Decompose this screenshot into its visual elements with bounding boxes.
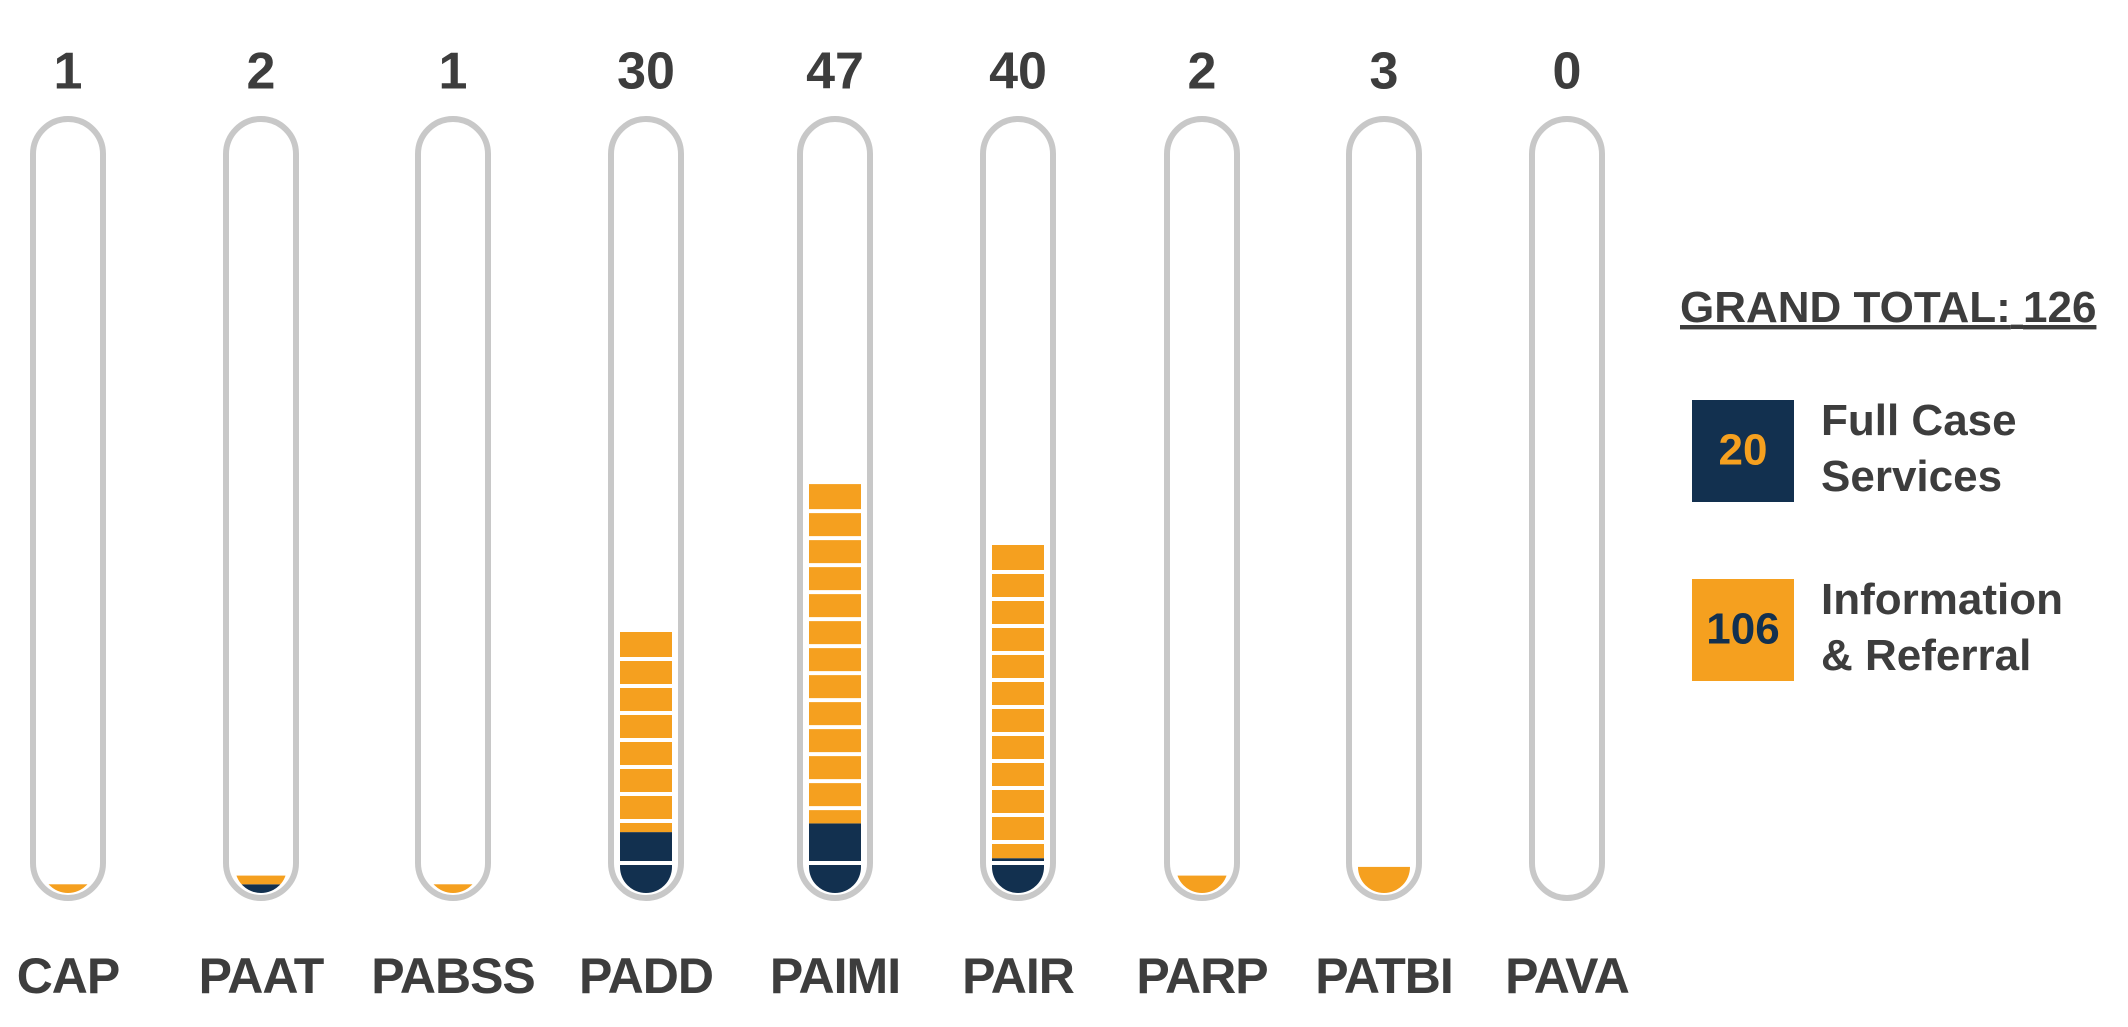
legend-total: 20	[1719, 426, 1768, 475]
legend-label-line: Full Case	[1821, 396, 2017, 445]
tube	[415, 116, 491, 901]
grand-total: GRAND TOTAL: 126	[1680, 283, 2096, 332]
category-label: PAAT	[199, 948, 324, 1004]
tube	[980, 116, 1056, 901]
total-label: 0	[1553, 43, 1582, 101]
total-label: 47	[806, 43, 864, 101]
tube-fill	[1176, 875, 1228, 893]
tube-fill	[235, 875, 287, 893]
total-label: 30	[617, 43, 675, 101]
category-label: PABSS	[371, 948, 535, 1004]
segment	[809, 484, 861, 824]
category-label: PADD	[579, 948, 713, 1004]
tube	[1529, 116, 1605, 901]
tube-fill	[427, 884, 479, 893]
tube	[223, 116, 299, 901]
tube	[1164, 116, 1240, 901]
segment	[1176, 875, 1228, 893]
grand-total-value: 126	[2023, 283, 2096, 332]
legend-label-line: Services	[1821, 452, 2002, 501]
total-label: 2	[247, 43, 276, 101]
category-label: PATBI	[1315, 948, 1453, 1004]
tube	[30, 116, 106, 901]
legend-label-line: Information	[1821, 575, 2063, 624]
tube	[1346, 116, 1422, 901]
legend-swatch	[1692, 579, 1794, 681]
segment	[427, 884, 479, 893]
segment	[992, 545, 1044, 859]
total-label: 40	[989, 43, 1047, 101]
legend-label: Full Case Services	[1821, 396, 2017, 501]
total-label: 1	[54, 43, 83, 101]
tube-fill	[42, 884, 94, 893]
category-label: PAIR	[962, 948, 1075, 1004]
tube-fill	[809, 484, 861, 893]
legend-swatch	[1692, 400, 1794, 502]
segment	[235, 875, 287, 885]
segment	[42, 884, 94, 893]
legend-label: Information & Referral	[1821, 575, 2063, 680]
category-label: PAIMI	[770, 948, 900, 1004]
total-label: 3	[1370, 43, 1399, 101]
grand-total-label: GRAND TOTAL:	[1680, 283, 2011, 332]
segment	[809, 823, 861, 893]
tube	[797, 116, 873, 901]
legend-label-line: & Referral	[1821, 631, 2031, 680]
total-label: 2	[1188, 43, 1217, 101]
category-label: PAVA	[1505, 948, 1629, 1004]
tube	[608, 116, 684, 901]
tube-fill	[992, 545, 1044, 893]
legend-total: 106	[1706, 605, 1779, 654]
tube-fill	[620, 632, 672, 893]
segment	[235, 884, 287, 893]
total-label: 1	[439, 43, 468, 101]
category-label: CAP	[17, 948, 120, 1004]
segment	[620, 632, 672, 833]
category-label: PARP	[1136, 948, 1267, 1004]
